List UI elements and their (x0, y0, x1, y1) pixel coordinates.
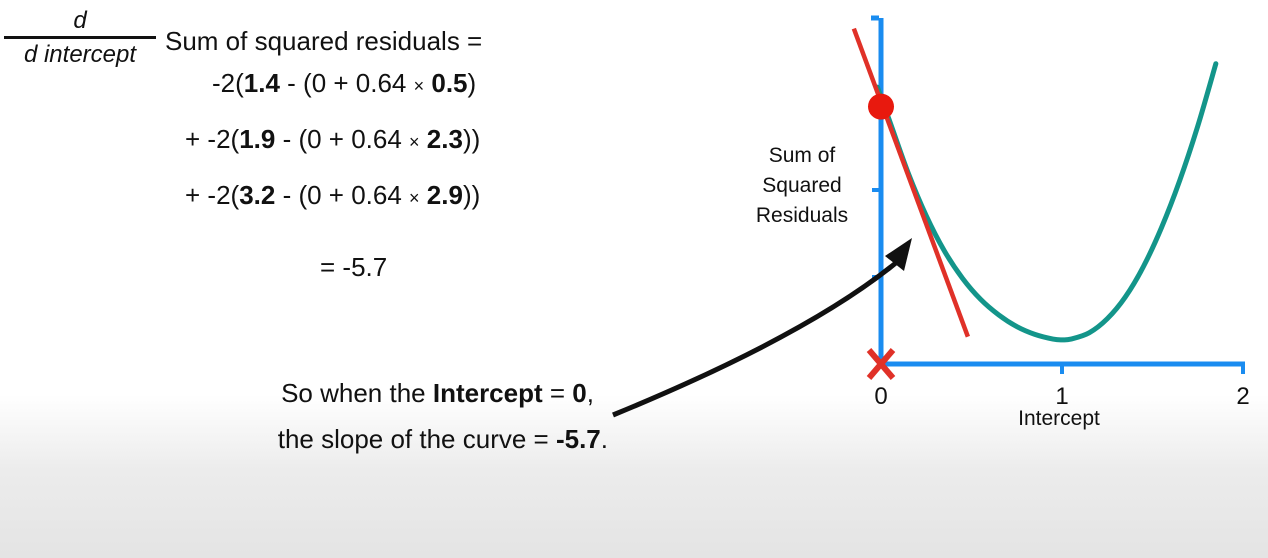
current-point (868, 93, 894, 120)
annotation-arrowhead (885, 238, 912, 271)
y-axis-label-line: Residuals (756, 204, 848, 227)
observed-value: 3.2 (239, 180, 276, 210)
caption-line-2: the slope of the curve = -5.7. (277, 424, 608, 454)
fraction-numerator: d (73, 7, 87, 34)
x-tick-label: 0 (874, 383, 887, 410)
observed-value: 1.4 (243, 68, 280, 98)
equation-result: = -5.7 (320, 252, 388, 282)
y-axis-label-line: Squared (762, 174, 841, 197)
x-axis-label: Intercept (1018, 407, 1100, 430)
equation-term: + -2(1.9 - (0 + 0.64 × 2.3)) (185, 124, 481, 154)
y-axis-label-line: Sum of (769, 144, 836, 167)
equation-term: + -2(3.2 - (0 + 0.64 × 2.9)) (185, 180, 481, 210)
x-value: 2.3 (426, 124, 463, 154)
x-tick-label: 1 (1055, 383, 1068, 410)
x-value: 2.9 (426, 180, 463, 210)
tangent-line (851, 27, 970, 338)
fraction-bar (4, 36, 156, 39)
derivative-fraction: d d intercept (4, 8, 156, 68)
annotation-arrow (612, 260, 899, 418)
observed-value: 1.9 (239, 124, 276, 154)
equation-term: -2(1.4 - (0 + 0.64 × 0.5) (212, 68, 477, 98)
x-marker-stroke (866, 348, 896, 380)
caption-line-1: So when the Intercept = 0, (281, 378, 594, 408)
ssr-curve (874, 61, 1219, 343)
equation-lhs: Sum of squared residuals = (165, 26, 483, 56)
fraction-denominator: d intercept (23, 41, 137, 68)
axis-labels: Sum of Squared Residuals Intercept (756, 144, 1100, 430)
x-tick-label: 2 (1236, 383, 1249, 410)
ssr-curve-layer (851, 27, 1219, 380)
x-value: 0.5 (431, 68, 468, 98)
